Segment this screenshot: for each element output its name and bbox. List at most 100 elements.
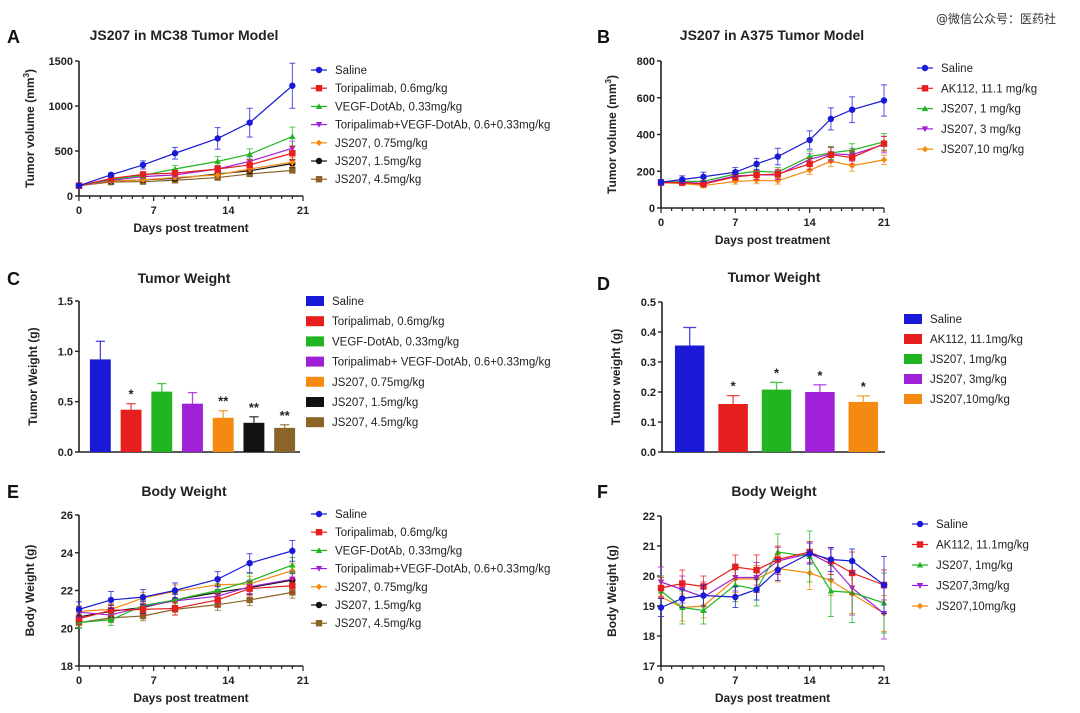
x-axis-label: Days post treatment [715, 691, 830, 705]
data-point [139, 606, 147, 613]
panel-label: A [7, 27, 20, 47]
x-tick-label: 0 [76, 675, 82, 687]
legend-marker [315, 547, 323, 553]
data-point [171, 150, 179, 157]
legend-color-swatch [306, 336, 324, 347]
series-line [78, 85, 293, 187]
bar-group [182, 391, 203, 452]
legend-color-swatch [306, 397, 324, 407]
series-line [660, 159, 885, 187]
legend-label: JS207, 4.5mg/kg [335, 174, 421, 186]
y-tick-label: 500 [55, 146, 73, 158]
y-axis-label: Tumor weight (g) [609, 329, 623, 425]
data-point [214, 575, 221, 583]
data-point [214, 135, 221, 142]
data-point [246, 119, 253, 126]
series-line [660, 552, 885, 614]
y-tick-label: 20 [61, 623, 73, 635]
legend-marker [916, 541, 924, 548]
bar [274, 427, 296, 452]
legend-label: Saline [941, 63, 973, 75]
data-point [848, 557, 856, 565]
chart-title: JS207 in MC38 Tumor Model [90, 27, 279, 43]
data-point [289, 582, 296, 589]
panel-label: F [597, 482, 608, 502]
data-point [214, 171, 221, 179]
data-point [774, 566, 782, 574]
legend-color-swatch [904, 394, 922, 404]
data-point [753, 171, 760, 179]
panel-c: C Tumor Weight 0.0 0.5 1.0 1.5 Tumor Weight (g… [7, 269, 551, 459]
bar-group: * [718, 379, 748, 452]
y-tick-label: 400 [637, 130, 655, 142]
data-point [107, 616, 115, 623]
data-point [806, 160, 813, 168]
series [657, 542, 888, 617]
legend-label: Saline [936, 519, 968, 531]
y-tick-label: 0 [67, 191, 73, 203]
legend-color-swatch [904, 314, 922, 324]
legend-marker [315, 529, 323, 536]
series-line [660, 567, 885, 615]
legend-item: JS207, 3 mg/kg [917, 124, 1021, 136]
legend-item: Saline [917, 63, 973, 75]
legend-marker [315, 620, 323, 627]
legend-item: JS207, 1.5mg/kg [306, 397, 418, 409]
panel-label: C [7, 269, 20, 289]
legend-color-swatch [904, 374, 922, 384]
x-tick-label: 0 [658, 675, 664, 687]
legend-label: JS207, 1.5mg/kg [335, 156, 421, 168]
data-point [139, 171, 147, 178]
data-point [289, 150, 296, 157]
legend-item: JS207,10mg/kg [904, 394, 1010, 406]
data-point [214, 158, 221, 164]
chart-title: Tumor Weight [728, 269, 821, 285]
legend-item: VEGF-DotAb, 0.33mg/kg [311, 545, 462, 557]
legend-item: JS207, 0.75mg/kg [311, 138, 428, 150]
legend-label: AK112, 11.1mg/kg [936, 540, 1029, 552]
series-line [660, 141, 885, 184]
legend-label: VEGF-DotAb, 0.33mg/kg [335, 545, 462, 557]
data-point [700, 592, 707, 599]
y-tick-label: 0.1 [641, 417, 656, 429]
legend-item: Saline [904, 314, 962, 326]
x-tick-label: 21 [878, 675, 890, 687]
data-point [171, 605, 179, 612]
legend-label: AK112, 11.1mg/kg [930, 334, 1023, 346]
legend-item: VEGF-DotAb, 0.33mg/kg [311, 101, 462, 113]
legend-item: JS207, 1 mg/kg [917, 104, 1021, 116]
legend-item: AK112, 11.1 mg/kg [917, 83, 1037, 95]
legend-marker [315, 510, 323, 518]
legend-item: Saline [311, 509, 367, 521]
significance-label: ** [280, 408, 291, 423]
bar-group [89, 340, 111, 452]
x-axis-label: Days post treatment [133, 221, 248, 235]
data-point [289, 167, 296, 174]
y-tick-label: 20 [643, 571, 655, 583]
legend-color-swatch [306, 296, 324, 306]
legend-item: Saline [912, 519, 968, 531]
legend-color-swatch [306, 417, 324, 428]
data-point [171, 596, 179, 603]
chart-title: Body Weight [731, 483, 817, 499]
legend-item: Toripalimab, 0.6mg/kg [311, 527, 448, 539]
data-point [139, 612, 147, 620]
data-point [139, 161, 147, 169]
data-point [246, 150, 253, 157]
legend-item: JS207,10 mg/kg [917, 144, 1024, 156]
legend-label: Toripalimab+ VEGF-DotAb, 0.6+0.33mg/kg [332, 357, 551, 369]
data-point [774, 170, 782, 178]
significance-label: ** [218, 394, 229, 409]
series-line [660, 552, 885, 609]
data-point [732, 563, 739, 571]
y-tick-label: 1000 [49, 101, 73, 113]
legend-item: Toripalimab, 0.6mg/kg [311, 83, 448, 95]
legend-item: Toripalimab+VEGF-DotAb, 0.6+0.33mg/kg [311, 120, 550, 132]
legend-item: JS207, 0.75mg/kg [311, 582, 428, 594]
y-tick-label: 0.5 [641, 297, 656, 309]
legend-label: JS207, 1mg/kg [936, 560, 1013, 572]
legend-marker [315, 176, 323, 183]
legend-color-swatch [306, 356, 324, 367]
y-tick-label: 0.0 [58, 447, 73, 459]
legend-marker [921, 105, 929, 112]
